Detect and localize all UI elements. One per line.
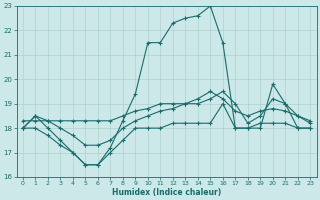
X-axis label: Humidex (Indice chaleur): Humidex (Indice chaleur) [112, 188, 221, 197]
